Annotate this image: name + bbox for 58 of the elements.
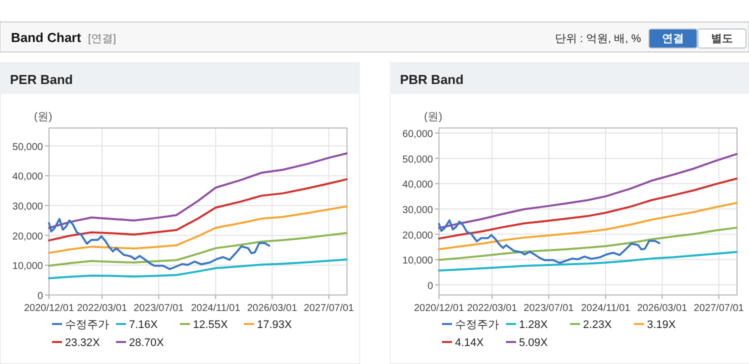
button: 별도 [698, 28, 746, 48]
button: 연결 [648, 28, 698, 48]
line-series [438, 219, 660, 264]
x-tick-label: 2024/11/01 [190, 303, 241, 314]
y-tick-label: 40,000 [402, 180, 434, 191]
line-series [48, 152, 348, 229]
y-tick-label: 20,000 [12, 231, 44, 242]
y-tick-label: 60,000 [402, 129, 434, 140]
y-tick-label: 50,000 [402, 154, 434, 166]
x-tick-label: 2022/03/01 [466, 303, 518, 314]
legend-label: 4.14X [455, 337, 484, 349]
chart-title: PER Band [10, 72, 73, 87]
x-tick-label: 2026/03/01 [637, 303, 688, 314]
legend-label: 수정주가 [65, 319, 109, 331]
text: 단위 : 억원, 배, % [554, 33, 642, 45]
legend-label: 5.09X [519, 337, 548, 349]
line-series [438, 153, 738, 229]
x-tick-label: 2024/11/01 [580, 303, 631, 314]
y-tick-label: 40,000 [12, 172, 44, 183]
y-tick-label: 10,000 [12, 261, 44, 272]
x-tick-label: 2027/07/01 [304, 303, 354, 314]
y-axis-title: (원) [34, 111, 52, 123]
legend-label: 수정주가 [455, 319, 499, 331]
x-tick-label: 2020/12/01 [414, 303, 464, 314]
legend-label: 3.19X [647, 319, 676, 331]
line-series [438, 250, 738, 272]
legend-label: 7.16X [129, 319, 158, 331]
x-tick-label: 2022/03/01 [76, 303, 128, 314]
line-series [438, 202, 738, 250]
legend-label: 28.70X [129, 337, 165, 349]
y-tick-label: 0 [37, 291, 44, 302]
y-axis-title: (원) [424, 111, 442, 123]
x-tick-label: 2020/12/01 [24, 303, 74, 314]
x-tick-label: 2023/07/01 [524, 303, 574, 314]
y-tick-label: 30,000 [402, 204, 434, 216]
legend-label: 12.55X [193, 319, 229, 331]
legend-label: 1.28X [519, 319, 548, 331]
x-tick-label: 2023/07/01 [134, 303, 184, 314]
line-series [48, 258, 348, 280]
line-series [48, 232, 348, 267]
line-series [438, 178, 738, 240]
legend-label: 17.93X [257, 319, 293, 331]
x-tick-label: 2026/03/01 [247, 303, 298, 314]
text: Band Chart [11, 30, 82, 45]
y-tick-label: 30,000 [12, 202, 44, 213]
line-series [438, 226, 738, 261]
line-series [48, 205, 348, 254]
text: [연결] [88, 33, 116, 45]
y-tick-label: 10,000 [402, 256, 434, 267]
y-tick-label: 0 [427, 280, 434, 292]
x-tick-label: 2027/07/01 [694, 303, 744, 314]
legend-label: 2.23X [583, 319, 612, 331]
line-series [48, 218, 270, 270]
y-tick-label: 50,000 [12, 142, 44, 153]
chart-title: PBR Band [400, 72, 464, 87]
y-tick-label: 20,000 [402, 230, 434, 242]
line-series [48, 178, 348, 242]
legend-label: 23.32X [65, 337, 101, 349]
